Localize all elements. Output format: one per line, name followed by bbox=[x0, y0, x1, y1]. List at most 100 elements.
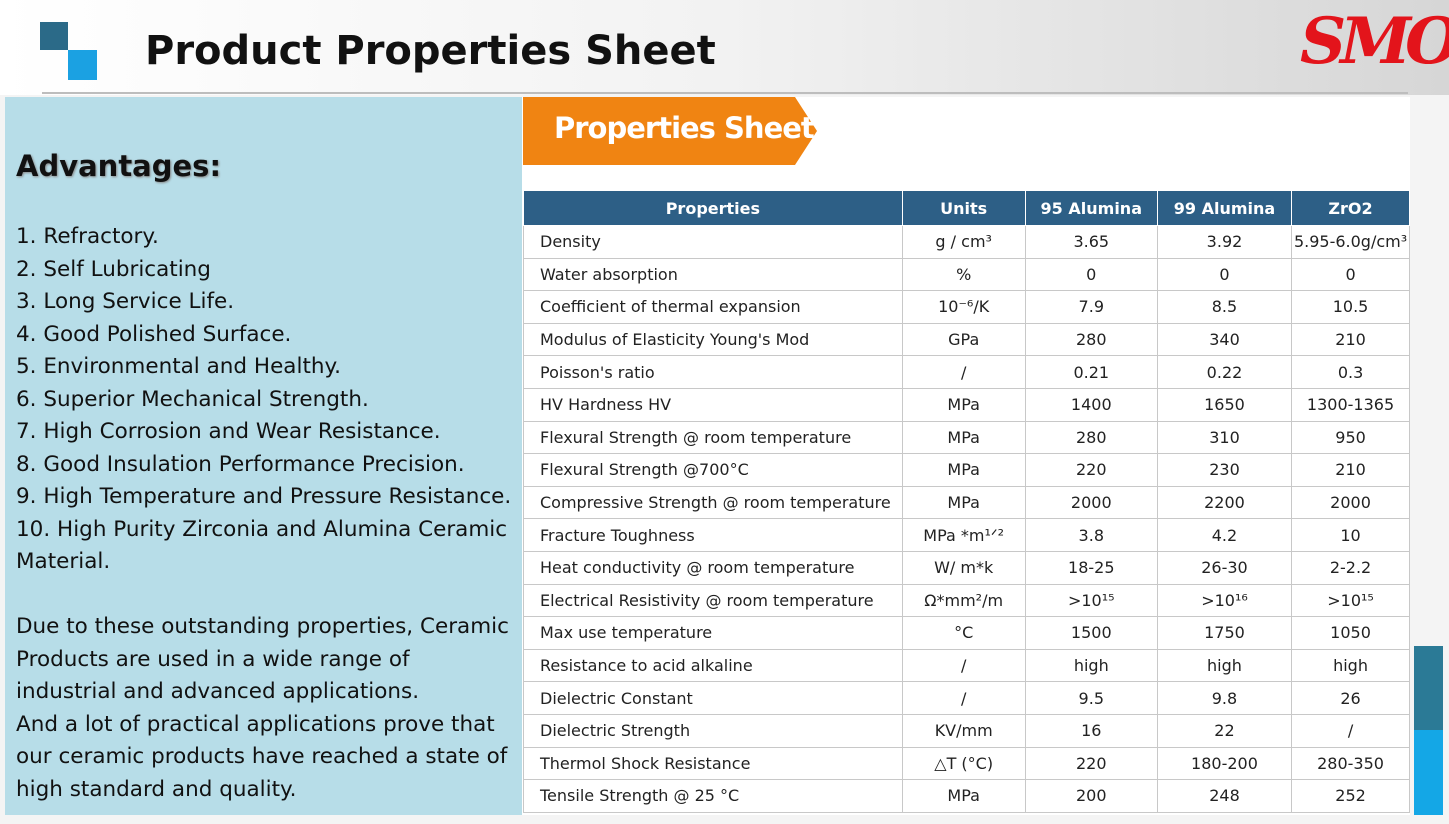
table-cell: MPa *m¹ᐟ² bbox=[901, 518, 1026, 552]
table-cell: 3.92 bbox=[1156, 225, 1293, 259]
table-cell: 5.95-6.0g/cm³ bbox=[1291, 225, 1410, 259]
table-row: Thermol Shock Resistance △T (°C) 220 180-20… bbox=[523, 746, 1410, 781]
advantage-item: 7. High Corrosion and Wear Resistance. bbox=[16, 419, 441, 444]
table-cell: 2-2.2 bbox=[1291, 550, 1410, 585]
table-cell: 10⁻⁶/K bbox=[901, 290, 1026, 324]
table-cell: 4.2 bbox=[1156, 518, 1293, 552]
table-row: Flexural Strength @ room temperature MPa 2… bbox=[523, 420, 1410, 455]
table-cell: high bbox=[1291, 648, 1410, 683]
table-row: Flexural Strength @700°C MPa 220 230 210 bbox=[523, 453, 1410, 487]
table-cell: 1750 bbox=[1156, 616, 1293, 650]
table-cell: 0.22 bbox=[1156, 355, 1293, 389]
table-row: Max use temperature °C 1500 1750 1050 bbox=[523, 616, 1410, 650]
table-cell: 3.65 bbox=[1024, 225, 1158, 259]
header-row: Properties Units 95 Alumina 99 Alumina ZrO2 bbox=[523, 190, 1410, 226]
table-cell: 252 bbox=[1291, 779, 1410, 813]
table-cell: / bbox=[901, 648, 1026, 683]
advantage-item: 8. Good Insulation Performance Precision… bbox=[16, 451, 465, 477]
table-cell: 18-25 bbox=[1024, 550, 1158, 585]
table-cell: 1650 bbox=[1156, 387, 1293, 422]
table-cell: 3.8 bbox=[1024, 518, 1158, 552]
table-cell: HV Hardness HV bbox=[523, 387, 903, 422]
table-row: Coefficient of thermal expansion 10⁻⁶/K 7.… bbox=[523, 290, 1410, 324]
table-cell: 26-30 bbox=[1156, 550, 1293, 585]
description: Due to these outstanding properties, Cer… bbox=[16, 611, 516, 806]
table-cell: Compressive Strength @ room temperature bbox=[523, 485, 903, 520]
table-cell: >10¹⁵ bbox=[1291, 583, 1410, 618]
table-cell: °C bbox=[901, 616, 1026, 650]
table-cell: >10¹⁶ bbox=[1156, 583, 1293, 618]
table-cell: 2200 bbox=[1156, 485, 1293, 520]
table-row: Water absorption% 0 0 0 bbox=[523, 257, 1410, 292]
table-cell: 16 bbox=[1024, 713, 1158, 748]
table-cell: Heat conductivity @ room temperature bbox=[523, 550, 903, 585]
table-cell: / bbox=[901, 355, 1026, 389]
table-cell: 280 bbox=[1024, 322, 1158, 357]
advantage-list: 1. Refractory. 2. Self Lubricating 3. Long… bbox=[16, 221, 522, 579]
table-cell: MPa bbox=[901, 420, 1026, 455]
table-cell: 230 bbox=[1156, 453, 1293, 487]
table-cell: 1050 bbox=[1291, 616, 1410, 650]
table-row: Dielectric Strength KV/mm 16 22/ bbox=[523, 713, 1410, 748]
table-cell: 10 bbox=[1291, 518, 1410, 552]
column-header: 95 Alumina bbox=[1024, 190, 1158, 226]
properties-table: Properties Units 95 Alumina 99 Alumina ZrO2 … bbox=[523, 190, 1410, 813]
table-cell: Water absorption bbox=[523, 257, 903, 292]
table-cell: Electrical Resistivity @ room temperatur… bbox=[523, 583, 903, 618]
table-cell: / bbox=[1291, 713, 1410, 748]
table-cell: Ω*mm²/m bbox=[901, 583, 1026, 618]
advantage-item: 1. Refractory. bbox=[16, 224, 159, 249]
table-cell: 210 bbox=[1291, 453, 1410, 487]
table-cell: W/ m*k bbox=[901, 550, 1026, 585]
table-cell: Density bbox=[523, 225, 903, 259]
table-cell: 10.5 bbox=[1291, 290, 1410, 324]
table-cell: MPa bbox=[901, 387, 1026, 422]
table-cell: 0 bbox=[1156, 257, 1293, 292]
table-row: HV Hardness HV MPa 1400 1650 1300-1365 bbox=[523, 387, 1410, 422]
logo: SMO bbox=[1300, 4, 1449, 79]
table-cell: g / cm³ bbox=[901, 225, 1026, 259]
properties-panel: Properties Sheet Properties Units 95 Alumi… bbox=[522, 97, 1410, 815]
table-row: Density g / cm³ 3.65 3.92 5.95-6.0g/cm³ bbox=[523, 225, 1410, 259]
advantage-item: 3. Long Service Life. bbox=[16, 289, 235, 314]
table-cell: 9.8 bbox=[1156, 681, 1293, 715]
table-cell: GPa bbox=[901, 322, 1026, 357]
badge-label: Properties Sheet bbox=[554, 111, 815, 145]
logo-square bbox=[40, 22, 68, 50]
table-cell: 950 bbox=[1291, 420, 1410, 455]
side-bar bbox=[1414, 646, 1443, 730]
advantages-panel: Advantages: 1. Refractory. 2. Self Lubric… bbox=[5, 97, 522, 815]
table-cell: 0 bbox=[1024, 257, 1158, 292]
table-cell: Thermol Shock Resistance bbox=[523, 746, 903, 781]
table-row: Fracture Toughness MPa *m¹ᐟ² 3.8 4.2 10 bbox=[523, 518, 1410, 552]
table-cell: Tensile Strength @ 25 °C bbox=[523, 779, 903, 813]
table-cell: 340 bbox=[1156, 322, 1293, 357]
table-cell: 1400 bbox=[1024, 387, 1158, 422]
table-cell: KV/mm bbox=[901, 713, 1026, 748]
column-header: 99 Alumina bbox=[1156, 190, 1293, 226]
paragraph: Due to these outstanding properties, Cer… bbox=[16, 614, 509, 704]
table-cell: 2000 bbox=[1024, 485, 1158, 520]
table-cell: MPa bbox=[901, 453, 1026, 487]
table-cell: Fracture Toughness bbox=[523, 518, 903, 552]
table-cell: Flexural Strength @ room temperature bbox=[523, 420, 903, 455]
table-row: Electrical Resistivity @ room temperatur… bbox=[523, 583, 1410, 618]
table-cell: △T (°C) bbox=[901, 746, 1026, 781]
table-row: Poisson's ratio/0.21 0.22 0.3 bbox=[523, 355, 1410, 389]
table-cell: Poisson's ratio bbox=[523, 355, 903, 389]
table-cell: 248 bbox=[1156, 779, 1293, 813]
badge-shape bbox=[523, 97, 817, 165]
table-cell: 280-350 bbox=[1291, 746, 1410, 781]
table-body: Density g / cm³ 3.65 3.92 5.95-6.0g/cm³ Water… bbox=[523, 225, 1410, 813]
table-cell: 1300-1365 bbox=[1291, 387, 1410, 422]
advantage-item: 2. Self Lubricating bbox=[16, 256, 211, 282]
column-header: ZrO2 bbox=[1291, 190, 1410, 226]
table-cell: 9.5 bbox=[1024, 681, 1158, 715]
table-cell: 200 bbox=[1024, 779, 1158, 813]
logo-square bbox=[68, 50, 97, 80]
table-cell: Max use temperature bbox=[523, 616, 903, 650]
table-cell: 220 bbox=[1024, 746, 1158, 781]
table-row: Compressive Strength @ room temperature M… bbox=[523, 485, 1410, 520]
table-cell: 220 bbox=[1024, 453, 1158, 487]
table-cell: 2000 bbox=[1291, 485, 1410, 520]
